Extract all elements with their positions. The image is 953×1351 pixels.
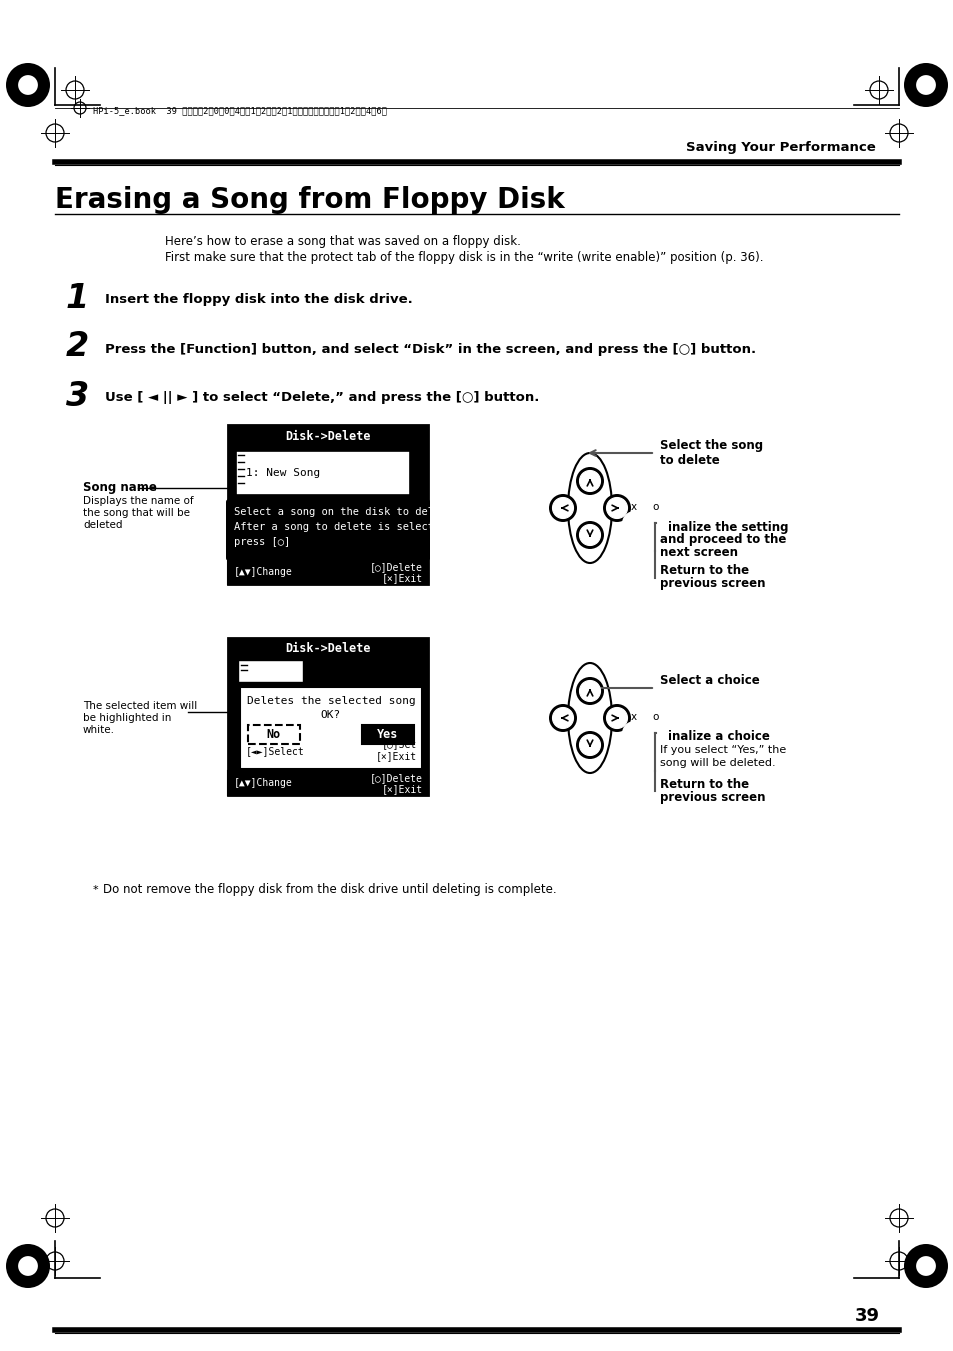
Text: next screen: next screen (659, 547, 738, 559)
Bar (228, 501, 428, 559)
Text: Deletes the selected song: Deletes the selected song (247, 696, 415, 707)
Text: [×]Exit: [×]Exit (375, 751, 416, 761)
Text: No: No (267, 728, 281, 740)
Circle shape (576, 467, 603, 494)
Text: the song that will be: the song that will be (83, 508, 190, 517)
Bar (228, 771, 428, 794)
Bar (228, 638, 428, 794)
Text: 1: New Song: 1: New Song (246, 467, 320, 478)
Bar (361, 725, 414, 744)
Text: Select a song on the disk to delete.: Select a song on the disk to delete. (233, 507, 458, 517)
Text: 2: 2 (66, 331, 90, 363)
Text: be highlighted in: be highlighted in (83, 713, 172, 723)
Circle shape (578, 735, 599, 755)
Text: 1: 1 (66, 281, 90, 315)
Circle shape (548, 704, 577, 732)
Circle shape (602, 704, 630, 732)
Text: and proceed to the: and proceed to the (659, 534, 785, 547)
Text: OK?: OK? (320, 711, 341, 720)
Circle shape (915, 76, 935, 95)
Text: [▲▼]Change: [▲▼]Change (233, 778, 293, 788)
Text: Song name: Song name (83, 481, 156, 494)
Circle shape (576, 677, 603, 705)
Bar (228, 638, 428, 661)
Text: previous screen: previous screen (659, 792, 764, 804)
Text: to delete: to delete (659, 454, 719, 467)
Text: Finalize a choice: Finalize a choice (659, 731, 769, 743)
Bar (240, 688, 421, 769)
Text: Select a choice: Select a choice (659, 674, 759, 688)
Circle shape (606, 708, 627, 728)
Text: Return to the: Return to the (659, 778, 748, 792)
Text: Finalize the setting: Finalize the setting (659, 520, 788, 534)
Text: [○]Set: [○]Set (381, 739, 416, 748)
Text: Yes: Yes (377, 728, 398, 740)
Text: Press the [Function] button, and select “Disk” in the screen, and press the [○] : Press the [Function] button, and select … (105, 343, 756, 355)
Circle shape (18, 76, 38, 95)
Text: x: x (630, 503, 637, 512)
Text: Disk->Delete: Disk->Delete (285, 430, 371, 443)
Circle shape (552, 497, 573, 519)
Text: If you select “Yes,” the: If you select “Yes,” the (659, 744, 785, 755)
Circle shape (622, 721, 644, 744)
Text: [◄►]Select: [◄►]Select (246, 746, 304, 757)
Circle shape (6, 63, 50, 107)
Text: HPi-5_e.book  39 ページ　2　0　0　4年　1　2月　2　1日　火曜日　午後　1　2晎　4　6分: HPi-5_e.book 39 ページ 2 0 0 4年 1 2月 2 1日 火… (92, 107, 387, 115)
Text: [×]Exit: [×]Exit (381, 784, 422, 794)
Text: o: o (652, 712, 659, 721)
Text: Erasing a Song from Floppy Disk: Erasing a Song from Floppy Disk (55, 186, 564, 213)
Circle shape (552, 708, 573, 728)
Bar (228, 426, 428, 584)
Circle shape (602, 494, 630, 521)
Text: 3: 3 (66, 380, 90, 412)
Text: Do not remove the floppy disk from the disk drive until deleting is complete.: Do not remove the floppy disk from the d… (103, 884, 556, 897)
Text: x: x (630, 712, 637, 721)
Text: Return to the: Return to the (659, 565, 748, 577)
Text: Insert the floppy disk into the disk drive.: Insert the floppy disk into the disk dri… (105, 293, 413, 307)
Circle shape (578, 470, 599, 492)
Bar (248, 725, 299, 744)
Text: deleted: deleted (83, 520, 122, 530)
Circle shape (18, 1256, 38, 1275)
Text: previous screen: previous screen (659, 577, 764, 590)
Circle shape (903, 1244, 947, 1288)
Bar (237, 661, 303, 682)
Bar (228, 426, 428, 447)
Circle shape (644, 721, 666, 744)
Circle shape (903, 63, 947, 107)
Circle shape (6, 1244, 50, 1288)
Circle shape (578, 681, 599, 701)
Text: Displays the name of: Displays the name of (83, 496, 193, 507)
Text: o: o (652, 503, 659, 512)
Text: The selected item will: The selected item will (83, 701, 197, 711)
Circle shape (622, 512, 644, 534)
Text: press [○]: press [○] (233, 536, 290, 547)
Circle shape (915, 1256, 935, 1275)
Circle shape (548, 494, 577, 521)
Text: [○]Delete: [○]Delete (370, 773, 422, 784)
Text: Here’s how to erase a song that was saved on a floppy disk.: Here’s how to erase a song that was save… (165, 235, 520, 249)
Circle shape (644, 512, 666, 534)
Text: Use [ ◄ || ► ] to select “Delete,” and press the [○] button.: Use [ ◄ || ► ] to select “Delete,” and p… (105, 392, 538, 404)
Text: [▲▼]Change: [▲▼]Change (233, 567, 293, 577)
Text: After a song to delete is selected,: After a song to delete is selected, (233, 521, 453, 532)
Text: song will be deleted.: song will be deleted. (659, 758, 775, 767)
Text: Select the song: Select the song (659, 439, 762, 453)
Circle shape (576, 521, 603, 549)
FancyBboxPatch shape (226, 499, 430, 561)
Circle shape (576, 731, 603, 759)
Text: Disk->Delete: Disk->Delete (285, 643, 371, 655)
Bar (235, 451, 410, 494)
Text: 39: 39 (854, 1306, 879, 1325)
Text: white.: white. (83, 725, 115, 735)
Text: *: * (92, 885, 98, 894)
Circle shape (578, 524, 599, 546)
Bar (228, 561, 428, 584)
Text: First make sure that the protect tab of the floppy disk is in the “write (write : First make sure that the protect tab of … (165, 250, 762, 263)
Text: [○]Delete: [○]Delete (370, 562, 422, 571)
Text: Saving Your Performance: Saving Your Performance (685, 142, 875, 154)
Text: [×]Exit: [×]Exit (381, 573, 422, 584)
Circle shape (606, 497, 627, 519)
